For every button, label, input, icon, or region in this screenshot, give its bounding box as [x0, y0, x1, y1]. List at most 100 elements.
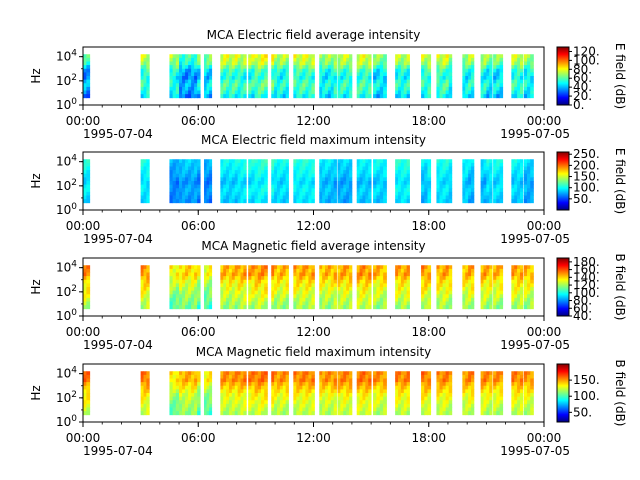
heatmap-cell: [296, 68, 300, 73]
heatmap-cell: [172, 276, 177, 281]
heatmap-cell: [172, 268, 177, 273]
heatmap-cell: [237, 287, 241, 292]
heatmap-cell: [226, 83, 230, 88]
heatmap-cell: [368, 385, 372, 390]
heatmap-cell: [368, 403, 372, 408]
heatmap-cell: [511, 268, 515, 273]
heatmap-cell: [172, 290, 177, 295]
heatmap-cell: [442, 68, 447, 73]
heatmap-cell: [169, 385, 174, 390]
heatmap-cell: [489, 162, 493, 167]
heatmap-cell: [337, 301, 341, 306]
heatmap-cell: [271, 283, 275, 288]
heatmap-cell: [346, 191, 350, 196]
heatmap-cell: [264, 54, 268, 59]
heatmap-cell: [86, 407, 91, 412]
heatmap-cell: [191, 403, 195, 408]
heatmap-cell: [322, 276, 326, 281]
heatmap-cell: [243, 297, 247, 302]
heatmap-cell: [299, 400, 303, 405]
heatmap-cell: [197, 170, 201, 175]
heatmap-cell: [220, 400, 224, 405]
heatmap-cell: [223, 305, 227, 310]
heatmap-cell: [517, 276, 521, 281]
heatmap-cell: [226, 371, 230, 376]
heatmap-cell: [511, 61, 515, 66]
heatmap-cell: [271, 374, 275, 379]
heatmap-cell: [349, 177, 353, 182]
heatmap-cell: [403, 191, 408, 196]
heatmap-cell: [346, 170, 350, 175]
heatmap-cell: [424, 290, 428, 295]
heatmap-cell: [489, 396, 493, 401]
heatmap-cell: [519, 385, 524, 390]
heatmap-cell: [496, 184, 500, 189]
heatmap-cell: [489, 72, 493, 77]
heatmap-cell: [511, 389, 515, 394]
heatmap-cell: [346, 177, 350, 182]
heatmap-cell: [517, 297, 521, 302]
heatmap-cell: [424, 389, 428, 394]
x-tick-label: 18:00: [411, 431, 446, 445]
heatmap-cell: [439, 268, 443, 273]
heatmap-cell: [293, 396, 297, 401]
heatmap-cell: [296, 283, 300, 288]
heatmap-cell: [264, 65, 268, 70]
y-axis-label: Hz: [29, 68, 43, 83]
heatmap-cell: [204, 195, 207, 200]
heatmap-cell: [143, 184, 147, 189]
heatmap-cell: [337, 65, 341, 70]
heatmap-cell: [379, 159, 384, 164]
heatmap-cell: [359, 411, 363, 416]
heatmap-cell: [439, 294, 443, 299]
heatmap-cell: [486, 72, 490, 77]
heatmap-cell: [379, 57, 384, 62]
heatmap-cell: [333, 83, 337, 88]
heatmap-cell: [182, 90, 186, 95]
heatmap-cell: [299, 301, 303, 306]
heatmap-cell: [400, 294, 405, 299]
heatmap-cell: [421, 61, 425, 66]
heatmap-cell: [282, 393, 287, 398]
heatmap-cell: [427, 290, 432, 295]
heatmap-cell: [182, 191, 186, 196]
heatmap-cell: [285, 195, 289, 200]
heatmap-cell: [365, 72, 369, 77]
heatmap-cell: [448, 61, 453, 66]
heatmap-cell: [403, 159, 408, 164]
heatmap-cell: [254, 283, 259, 288]
heatmap-cell: [511, 181, 515, 186]
heatmap-cell: [319, 290, 323, 295]
heatmap-cell: [237, 79, 241, 84]
heatmap-cell: [439, 86, 443, 91]
heatmap-cell: [209, 301, 213, 306]
heatmap-cell: [436, 283, 440, 288]
heatmap-cell: [274, 54, 278, 59]
heatmap-cell: [365, 177, 369, 182]
heatmap-cell: [185, 279, 189, 284]
heatmap-cell: [209, 72, 213, 77]
heatmap-cell: [240, 393, 244, 398]
heatmap-cell: [285, 170, 289, 175]
heatmap-cell: [448, 177, 453, 182]
heatmap-cell: [379, 195, 384, 200]
heatmap-cell: [325, 389, 329, 394]
heatmap-cell: [194, 297, 198, 302]
heatmap-cell: [376, 65, 381, 70]
heatmap-cell: [379, 177, 384, 182]
heatmap-cell: [204, 290, 207, 295]
heatmap-cell: [302, 162, 306, 167]
heatmap-cell: [325, 173, 329, 178]
heatmap-cell: [277, 54, 281, 59]
heatmap-cell: [356, 184, 360, 189]
heatmap-cell: [398, 389, 402, 394]
x-start-date: 1995-07-04: [83, 127, 153, 141]
heatmap-cell: [368, 389, 372, 394]
heatmap-cell: [285, 393, 289, 398]
heatmap-cell: [285, 173, 289, 178]
heatmap-cell: [349, 287, 353, 292]
heatmap-cell: [194, 83, 198, 88]
heatmap-cell: [462, 301, 466, 306]
heatmap-cell: [172, 177, 177, 182]
heatmap-cell: [436, 173, 440, 178]
